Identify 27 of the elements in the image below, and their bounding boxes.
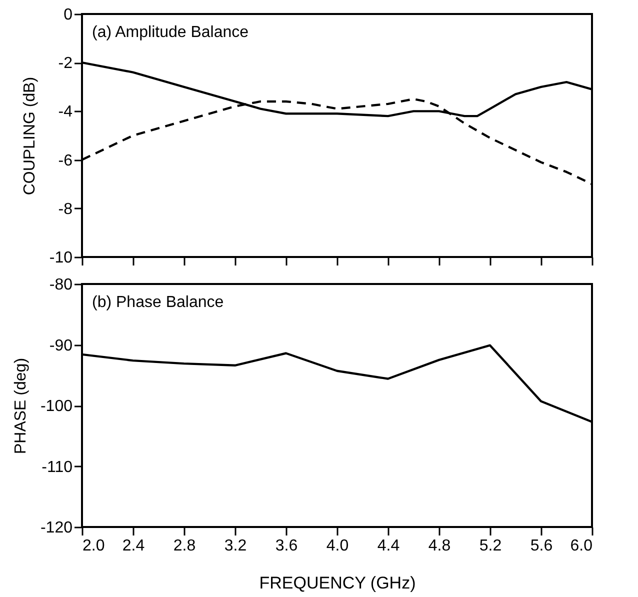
x-tick-label: 2.4	[122, 538, 145, 554]
x-tick-label: 5.6	[530, 538, 553, 554]
y-tick-label: -110	[42, 458, 73, 476]
x-tick-label: 6.0	[570, 538, 593, 554]
x-tick-label: 4.4	[377, 538, 400, 554]
x-tick-label: 3.2	[224, 538, 247, 554]
x-axis-title: FREQUENCY (GHz)	[259, 574, 416, 592]
x-tick-label: 3.6	[275, 538, 298, 554]
y-tick-label: -2	[58, 55, 73, 72]
x-tick-label: 2.0	[82, 538, 105, 554]
y-tick-label: -6	[58, 152, 73, 170]
x-tick-label: 5.2	[479, 538, 502, 554]
y-tick-label: -8	[58, 200, 73, 218]
text: (b) Phase Balance	[92, 294, 224, 311]
y-tick-label: -90	[49, 337, 73, 354]
y-axis-title: COUPLING (dB)	[21, 76, 38, 196]
x-tick-label: 4.8	[428, 538, 451, 554]
y-tick-label: 0	[64, 6, 73, 24]
y-tick-label: -10	[49, 250, 73, 266]
text: (a) Amplitude Balance	[92, 24, 249, 41]
y-tick-label: -4	[58, 104, 73, 121]
y-tick-label: -120	[40, 520, 73, 536]
x-tick-label: 4.0	[326, 538, 349, 554]
y-axis-title: PHASE (deg)	[12, 358, 30, 454]
y-tick-label: -80	[49, 276, 73, 294]
y-tick-label: -100	[40, 398, 73, 415]
x-tick-label: 2.8	[173, 538, 196, 554]
